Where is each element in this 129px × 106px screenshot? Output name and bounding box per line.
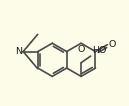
Text: N: N	[15, 47, 22, 56]
Text: O: O	[109, 40, 116, 49]
Text: O: O	[77, 45, 85, 54]
Text: HO: HO	[92, 46, 106, 55]
